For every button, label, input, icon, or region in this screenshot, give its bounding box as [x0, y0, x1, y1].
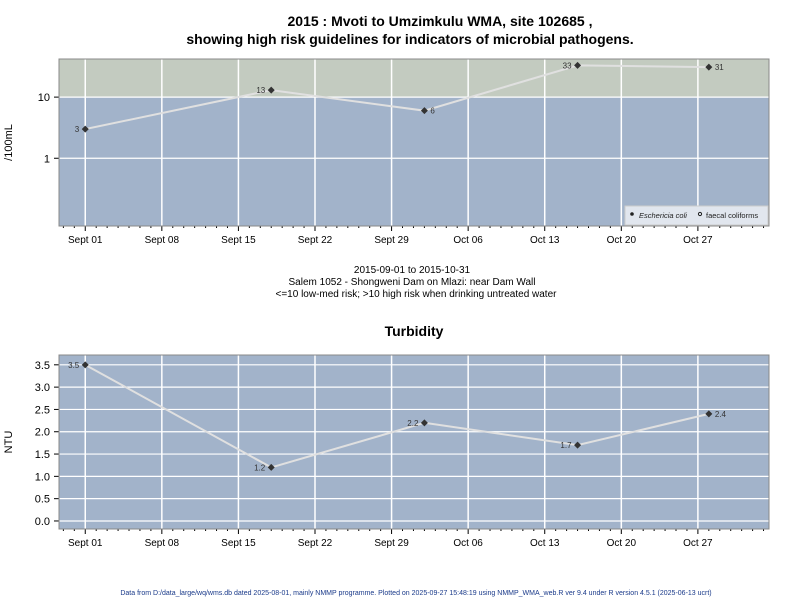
x-tick-label: Sept 15	[221, 235, 256, 246]
high-risk-band	[59, 59, 769, 98]
data-point	[81, 125, 89, 133]
turbidity-plot: Sept 01 Sept 08 Sept 15 Sept 22 Sept 29 Oct 0…	[3, 354, 770, 549]
x-tick-label: Sept 29	[374, 235, 409, 246]
x-tick-label: Sept 22	[298, 538, 333, 549]
x-tick-label: Oct 27	[683, 235, 713, 246]
legend-marker-open	[697, 211, 703, 217]
chart1-title-line2: showing high risk guidelines for indicat…	[186, 31, 633, 47]
microbial-plot: Sept 01 Sept 08 Sept 15 Sept 22 Sept 29 Oct 0…	[3, 58, 770, 246]
y-axis-label: NTU	[3, 431, 15, 454]
data-point	[574, 441, 582, 449]
x-tick-label: Sept 15	[221, 538, 256, 549]
x-tick-label: Oct 27	[683, 538, 713, 549]
y-tick-label: 1	[44, 153, 50, 165]
y-tick-label: 10	[38, 92, 50, 104]
data-point	[705, 63, 713, 71]
data-label: 13	[256, 86, 265, 95]
plot-border	[58, 58, 770, 227]
x-tick-label: Oct 13	[530, 235, 560, 246]
data-point	[420, 107, 428, 115]
y-tick-label: 3.0	[35, 382, 50, 394]
x-tick-label: Oct 13	[530, 538, 560, 549]
data-point	[81, 361, 89, 369]
legend-marker-filled	[630, 212, 634, 216]
x-tick-label: Oct 06	[453, 235, 483, 246]
low-risk-band	[59, 97, 769, 226]
data-label: 1.2	[254, 463, 266, 472]
data-label: 6	[430, 107, 435, 116]
chart1-title-line1: 2015 : Mvoti to Umzimkulu WMA, site 1026…	[288, 13, 593, 29]
data-point	[267, 86, 275, 94]
data-point	[705, 410, 713, 418]
y-tick-label: 3.5	[35, 360, 50, 372]
x-tick-label: Sept 08	[145, 235, 180, 246]
data-label: 1.7	[560, 441, 572, 450]
data-point	[267, 463, 275, 471]
x-tick-label: Sept 01	[68, 235, 103, 246]
data-label: 2.2	[407, 419, 419, 428]
y-tick-label: 2.0	[35, 427, 50, 439]
chart2-title: Turbidity	[385, 323, 444, 339]
x-tick-label: Sept 22	[298, 235, 333, 246]
risk-note: <=10 low-med risk; >10 high risk when dr…	[276, 289, 558, 300]
footer-note: Data from D:/data_large/wq/wms.db dated …	[120, 590, 711, 597]
x-tick-label: Oct 06	[453, 538, 483, 549]
data-label: 33	[563, 61, 572, 70]
x-tick-label: Oct 20	[607, 235, 637, 246]
legend-label: faecal coliforms	[706, 211, 758, 220]
y-tick-label: 1.5	[35, 449, 50, 461]
legend-box	[624, 205, 769, 226]
data-label: 3.5	[68, 361, 80, 370]
y-tick-label: 1.0	[35, 471, 50, 483]
legend-label: Eschericia coli	[639, 211, 687, 220]
data-point	[420, 419, 428, 427]
y-tick-label: 2.5	[35, 404, 50, 416]
x-tick-label: Sept 08	[145, 538, 180, 549]
data-label: 31	[715, 63, 724, 72]
y-tick-label: 0.5	[35, 494, 50, 506]
site-name: Salem 1052 - Shongweni Dam on Mlazi: nea…	[289, 277, 536, 288]
y-tick-label: 0.0	[35, 516, 50, 528]
data-label: 2.4	[715, 410, 727, 419]
x-tick-label: Sept 29	[374, 538, 409, 549]
date-range: 2015-09-01 to 2015-10-31	[354, 265, 471, 276]
x-tick-label: Sept 01	[68, 538, 103, 549]
plot-background	[59, 355, 769, 529]
data-point	[574, 61, 582, 69]
y-axis-label: /100mL	[3, 124, 15, 161]
data-label: 3	[75, 125, 80, 134]
x-tick-label: Oct 20	[607, 538, 637, 549]
plot-border	[58, 354, 770, 530]
